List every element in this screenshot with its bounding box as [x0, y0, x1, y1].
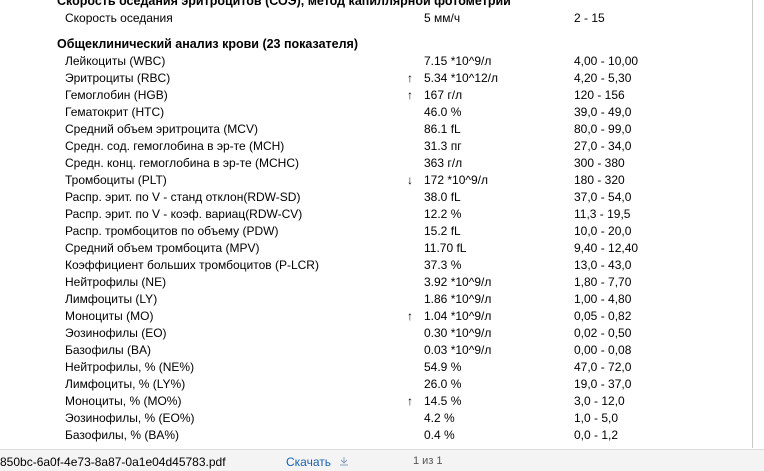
- filename: 850bc-6a0f-4e73-8a87-0a1e04d45783.pdf: [0, 455, 226, 469]
- row-range: 37,0 - 54,0: [574, 190, 632, 204]
- row-value: 14.5 %: [424, 394, 462, 408]
- row-range: 13,0 - 43,0: [574, 258, 632, 272]
- row-name: Средн. конц. гемоглобина в эр-те (MCHC): [65, 156, 299, 170]
- row-name: Моноциты (MO): [65, 309, 154, 323]
- row-range: 11,3 - 19,5: [574, 207, 631, 221]
- row-range: 1,80 - 7,70: [574, 275, 632, 289]
- row-value: 31.3 пг: [424, 139, 462, 153]
- row-range: 300 - 380: [574, 156, 625, 170]
- row-name: Эозинофилы, % (EO%): [65, 411, 195, 425]
- row-value: 54.9 %: [424, 360, 462, 374]
- row-value: 26.0 %: [424, 377, 462, 391]
- row-value: 7.15 *10^9/л: [424, 54, 492, 68]
- row-range: 0,05 - 0,82: [574, 309, 632, 323]
- row-flag: ↓: [407, 173, 413, 187]
- row-value: 172 *10^9/л: [424, 173, 489, 187]
- row-range: 4,20 - 5,30: [574, 71, 632, 85]
- row-name: Средний объем эритроцита (MCV): [65, 122, 258, 136]
- row-value: 5 мм/ч: [424, 11, 461, 25]
- row-flag: ↑: [407, 394, 413, 408]
- row-value: 1.86 *10^9/л: [424, 292, 492, 306]
- row-name: Лейкоциты (WBC): [65, 54, 166, 68]
- row-range: 0,0 - 1,2: [574, 428, 619, 442]
- row-range: 1,00 - 4,80: [574, 292, 632, 306]
- row-range: 10,0 - 20,0: [574, 224, 632, 238]
- row-name: Распр. эрит. по V - коэф. вариац(RDW-CV): [65, 207, 303, 221]
- row-name: Коэффициент больших тромбоцитов (P-LCR): [65, 258, 319, 272]
- row-name: Нейтрофилы (NE): [65, 275, 167, 289]
- row-value: 167 г/л: [424, 88, 463, 102]
- row-range: 9,40 - 12,40: [574, 241, 639, 255]
- row-name: Скорость оседания: [65, 11, 173, 25]
- row-range: 47,0 - 72,0: [574, 360, 632, 374]
- row-flag: ↑: [407, 71, 413, 85]
- row-name: Средний объем тромбоцита (MPV): [65, 241, 260, 255]
- row-value: 37.3 %: [424, 258, 462, 272]
- row-name: Нейтрофилы, % (NE%): [65, 360, 195, 374]
- row-value: 3.92 *10^9/л: [424, 275, 492, 289]
- row-value: 86.1 fL: [424, 122, 461, 136]
- row-range: 39,0 - 49,0: [574, 105, 632, 119]
- row-range: 80,0 - 99,0: [574, 122, 632, 136]
- row-name: Базофилы, % (BA%): [65, 428, 179, 442]
- row-value: 0.30 *10^9/л: [424, 326, 492, 340]
- row-value: 0.4 %: [424, 428, 455, 442]
- row-name: Лимфоциты (LY): [65, 292, 158, 306]
- row-name: Тромбоциты (PLT): [65, 173, 167, 187]
- row-range: 19,0 - 37,0: [574, 377, 632, 391]
- download-bar: 850bc-6a0f-4e73-8a87-0a1e04d45783.pdf Ск…: [0, 449, 764, 471]
- row-name: Средн. сод. гемоглобина в эр-те (MCH): [65, 139, 285, 153]
- row-name: Моноциты, % (MO%): [65, 394, 182, 408]
- row-value: 4.2 %: [424, 411, 455, 425]
- row-value: 1.04 *10^9/л: [424, 309, 492, 323]
- page-count: 1 из 1: [413, 455, 443, 467]
- row-range: 2 - 15: [574, 11, 605, 25]
- download-icon: [340, 457, 348, 466]
- row-name: Гематокрит (HTC): [65, 105, 165, 119]
- row-range: 1,0 - 5,0: [574, 411, 619, 425]
- document-page: Скорость оседания эритроцитов (СОЭ), мет…: [57, 0, 753, 448]
- heading: Скорость оседания эритроцитов (СОЭ), мет…: [57, 0, 511, 8]
- row-value: 5.34 *10^12/л: [424, 71, 499, 85]
- row-range: 120 - 156: [574, 88, 625, 102]
- row-value: 11.70 fL: [424, 241, 467, 255]
- row-name: Базофилы (BA): [65, 343, 151, 357]
- row-range: 3,0 - 12,0: [574, 394, 625, 408]
- row-name: Гемоглобин (HGB): [65, 88, 168, 102]
- row-range: 27,0 - 34,0: [574, 139, 632, 153]
- row-value: 46.0 %: [424, 105, 462, 119]
- row-name: Распр. тромбоцитов по объему (PDW): [65, 224, 279, 238]
- row-range: 180 - 320: [574, 173, 625, 187]
- row-range: 4,00 - 10,00: [574, 54, 639, 68]
- row-flag: ↑: [407, 309, 413, 323]
- row-value: 363 г/л: [424, 156, 463, 170]
- row-range: 0,02 - 0,50: [574, 326, 632, 340]
- row-value: 38.0 fL: [424, 190, 461, 204]
- row-name: Распр. эрит. по V - станд отклон(RDW-SD): [65, 190, 301, 204]
- row-name: Эозинофилы (EO): [65, 326, 167, 340]
- row-value: 12.2 %: [424, 207, 462, 221]
- download-link[interactable]: Скачать: [286, 455, 331, 469]
- row-range: 0,00 - 0,08: [574, 343, 632, 357]
- section-title: Общеклинический анализ крови (23 показат…: [57, 37, 358, 51]
- row-value: 15.2 fL: [424, 224, 461, 238]
- row-name: Лимфоциты, % (LY%): [65, 377, 186, 391]
- row-value: 0.03 *10^9/л: [424, 343, 492, 357]
- row-name: Эритроциты (RBC): [65, 71, 171, 85]
- row-flag: ↑: [407, 88, 413, 102]
